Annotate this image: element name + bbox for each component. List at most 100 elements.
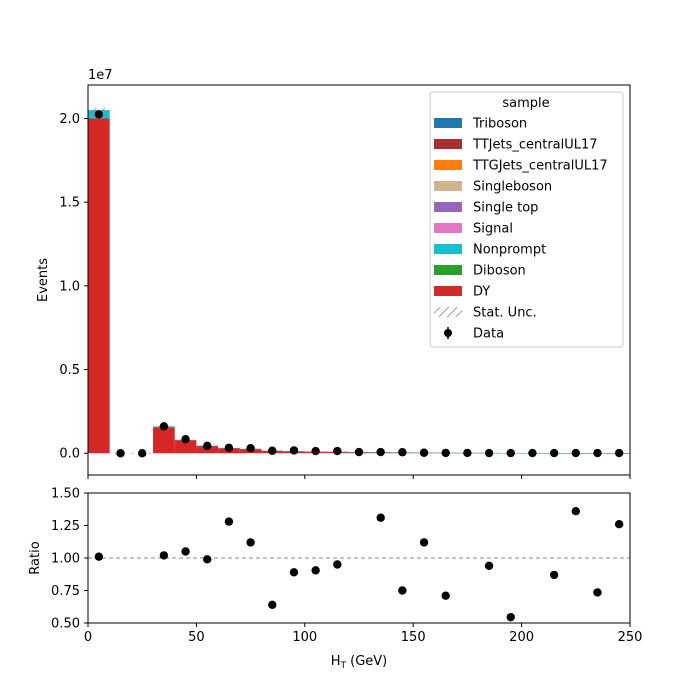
- legend-marker: [444, 329, 452, 337]
- data-point: [419, 448, 429, 457]
- ratio-point: [268, 600, 277, 609]
- data-point: [159, 422, 169, 431]
- data-point: [333, 446, 342, 456]
- data-point: [593, 448, 602, 458]
- ratio-point: [614, 520, 624, 529]
- data-point: [224, 443, 234, 453]
- ratio-point: [224, 517, 234, 526]
- legend: sample Triboson TTJets_centralUL17 TTGJets…: [429, 91, 624, 348]
- y-offset-label: 1e7: [88, 68, 113, 83]
- x-axis-label-tail: (GeV): [346, 654, 387, 669]
- data-point: [484, 448, 494, 458]
- data-point: [506, 448, 515, 458]
- data-point: [376, 447, 385, 457]
- y-tick-label: 0.0: [59, 447, 80, 462]
- ratio-y-tick-label: 1.25: [51, 519, 80, 534]
- legend-swatch: [434, 244, 462, 254]
- legend-swatch: [434, 286, 462, 296]
- ratio-point: [311, 566, 320, 575]
- legend-swatch: [434, 139, 462, 149]
- data-point: [116, 449, 125, 458]
- legend-label: Signal: [473, 222, 513, 237]
- main-y-axis-label: Events: [36, 258, 51, 302]
- main-axes-frame: [87, 84, 631, 476]
- data-point: [571, 448, 580, 458]
- legend-swatch: [434, 265, 462, 275]
- ratio-y-tick-label: 1.00: [51, 552, 80, 567]
- ratio-point: [333, 560, 342, 569]
- data-point: [614, 448, 624, 458]
- main-y-ticks: 0.0 0.5 1.0 1.5 2.0: [59, 112, 88, 462]
- x-axis-label-main: H: [331, 654, 341, 669]
- ratio-axes-frame: [87, 492, 631, 624]
- data-point: [354, 447, 364, 457]
- x-tick-label: 250: [618, 630, 643, 645]
- legend-swatch: [434, 181, 462, 191]
- ratio-y-tick-label: 0.50: [51, 617, 80, 632]
- x-tick-label: 200: [509, 630, 534, 645]
- ratio-point: [419, 538, 429, 547]
- ratio-point: [571, 507, 580, 516]
- legend-box: [429, 91, 624, 348]
- ratio-point: [484, 561, 494, 570]
- ratio-point: [549, 570, 559, 580]
- ratio-point: [376, 513, 385, 522]
- main-x-ticks: [87, 475, 631, 479]
- legend-entries: Triboson TTJets_centralUL17 TTGJets_centra…: [434, 117, 608, 342]
- legend-label: TTGJets_centralUL17: [472, 159, 608, 174]
- ratio-x-ticks: 0 50 100 150 200 250: [84, 623, 643, 645]
- data-point: [528, 448, 537, 458]
- legend-label: TTJets_centralUL17: [472, 138, 598, 153]
- ratio-y-ticks: 0.50 0.75 1.00 1.25 1.50: [51, 487, 88, 632]
- legend-label: Stat. Unc.: [473, 306, 537, 321]
- ratio-y-tick-label: 1.50: [51, 487, 80, 502]
- ratio-points: [94, 507, 624, 622]
- data-point: [463, 448, 472, 458]
- legend-label: Singleboson: [473, 180, 552, 195]
- data-point: [268, 446, 277, 455]
- legend-label: Triboson: [472, 117, 527, 132]
- y-tick-label: 1.0: [59, 279, 80, 294]
- legend-label: Data: [473, 327, 504, 342]
- ratio-point: [246, 538, 255, 547]
- ratio-point: [506, 612, 515, 622]
- legend-label: DY: [473, 285, 490, 300]
- x-tick-label: 0: [84, 630, 92, 645]
- ratio-point: [181, 547, 190, 556]
- legend-swatch: [434, 160, 462, 170]
- y-tick-label: 2.0: [59, 112, 80, 127]
- x-axis-label-sub: T: [340, 661, 347, 671]
- legend-label: Nonprompt: [473, 243, 546, 258]
- y-tick-label: 0.5: [59, 363, 80, 378]
- x-tick-label: 150: [401, 630, 426, 645]
- legend-swatch-hatch: [434, 307, 462, 317]
- data-point: [94, 110, 104, 119]
- data-point: [203, 441, 212, 451]
- x-tick-label: 100: [292, 630, 317, 645]
- x-tick-label: 50: [188, 630, 205, 645]
- legend-label: Diboson: [473, 264, 526, 279]
- legend-swatch: [434, 223, 462, 233]
- legend-title: sample: [502, 96, 549, 111]
- data-point: [138, 449, 147, 458]
- data-point: [246, 444, 255, 453]
- legend-label: Single top: [473, 201, 538, 216]
- data-points: [94, 110, 624, 458]
- ratio-point: [441, 591, 450, 600]
- data-point: [549, 448, 559, 458]
- bar-dy-0: [88, 118, 110, 454]
- main-panel: 0.0 0.5 1.0 1.5 2.0 1e7 Events sample Tribos…: [36, 68, 631, 479]
- data-point: [398, 448, 407, 457]
- ratio-point: [203, 555, 212, 564]
- ratio-point: [94, 552, 104, 561]
- x-axis-label: HT (GeV): [331, 654, 388, 671]
- ratio-point: [398, 586, 407, 595]
- data-point: [311, 446, 320, 456]
- legend-swatch: [434, 202, 462, 212]
- data-point: [289, 446, 299, 455]
- data-point: [181, 434, 190, 444]
- data-point: [441, 448, 450, 458]
- y-tick-label: 1.5: [59, 196, 80, 211]
- legend-swatch: [434, 118, 462, 128]
